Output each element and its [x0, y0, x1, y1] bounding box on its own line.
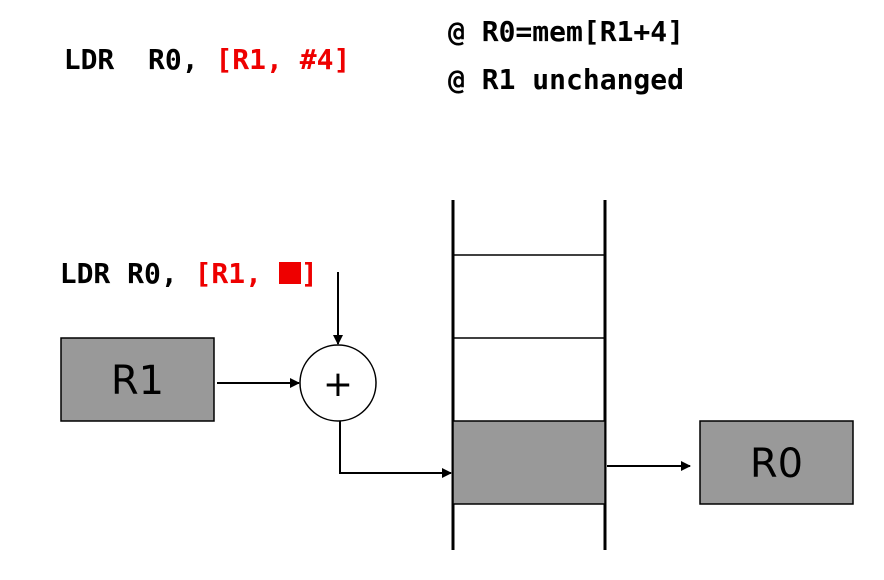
- offset-placeholder-square: [278, 262, 301, 284]
- comment-effective-address: @ R0=mem[R1+4]: [448, 15, 685, 48]
- comment-base-unchanged: @ R1 unchanged: [448, 63, 685, 96]
- diagram-operand-open: [R1,: [194, 257, 279, 290]
- diagram-instruction: LDR R0, [R1, ]: [26, 232, 318, 288]
- memory-selected-slot: [452, 420, 606, 505]
- diagram-operand-close: ]: [300, 257, 318, 290]
- adder-plus-symbol: +: [323, 364, 353, 405]
- top-dest: R0,: [148, 43, 199, 76]
- top-opcode: LDR: [63, 43, 115, 76]
- memory-column: [451, 200, 607, 550]
- register-r0-box: R0: [699, 420, 854, 505]
- register-r1-label: R1: [111, 358, 164, 404]
- arrow-adder-to-memory: [339, 421, 452, 478]
- adder-circle: +: [299, 344, 377, 422]
- top-instruction: LDR R0, [R1, #4]: [30, 18, 351, 76]
- top-operand: [R1, #4]: [215, 43, 351, 76]
- register-r1-box: R1: [60, 337, 215, 422]
- diagram-instruction-prefix: LDR R0,: [59, 257, 195, 290]
- register-r0-label: R0: [750, 441, 803, 487]
